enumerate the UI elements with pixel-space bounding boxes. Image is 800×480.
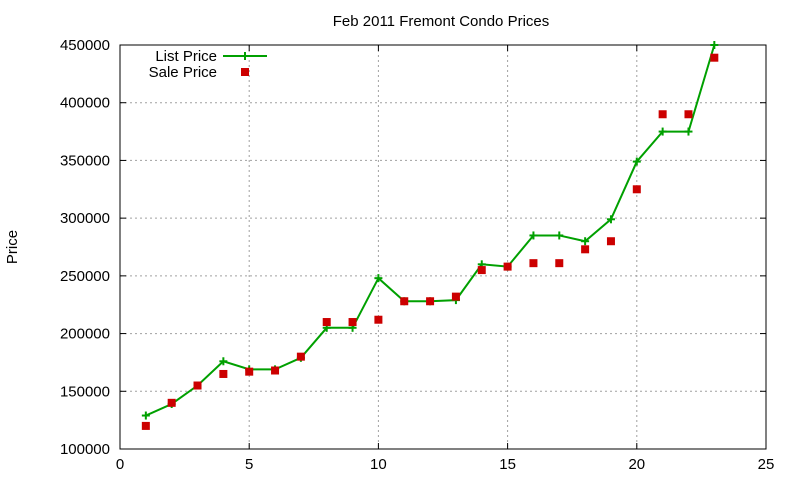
legend-label-sale-price: Sale Price — [149, 64, 217, 81]
legend-label-list-price: List Price — [155, 48, 217, 65]
axes: 0 5 10 15 20 25 100000 150000 200000 250000 300000… — [60, 37, 774, 473]
sale-price-point — [322, 318, 331, 327]
list-price-point — [658, 127, 667, 136]
sale-price-point — [167, 398, 176, 407]
sale-price-point — [141, 421, 150, 430]
y-tick-label: 300000 — [60, 210, 110, 227]
chart-title: Feb 2011 Fremont Condo Prices — [333, 13, 550, 30]
x-tick-label: 0 — [116, 456, 124, 473]
sale-price-point — [245, 367, 254, 376]
sale-price-point — [555, 259, 564, 268]
list-price-point — [529, 231, 538, 240]
y-tick-label: 200000 — [60, 326, 110, 343]
x-tick-label: 20 — [628, 456, 645, 473]
sale-price-point — [219, 369, 228, 378]
sale-price-point — [193, 381, 202, 390]
y-tick-label: 400000 — [60, 95, 110, 112]
x-tick-label: 10 — [370, 456, 387, 473]
list-price-point — [219, 357, 228, 366]
grid — [120, 45, 766, 449]
y-tick-label: 250000 — [60, 268, 110, 285]
list-price-point — [141, 411, 150, 420]
sale-price-point — [426, 297, 435, 306]
sale-price-point — [348, 318, 357, 327]
sale-price-point — [400, 297, 409, 306]
series-layer — [141, 41, 719, 430]
sale-price-point — [658, 110, 667, 119]
sale-price-point — [606, 237, 615, 246]
x-tick-label: 5 — [245, 456, 253, 473]
list-price-point — [632, 157, 641, 166]
sale-price-point — [296, 352, 305, 361]
y-tick-label: 350000 — [60, 152, 110, 169]
y-tick-label: 450000 — [60, 37, 110, 54]
sale-price-point — [477, 266, 486, 275]
sale-price-point — [632, 185, 641, 194]
list-price-point — [581, 237, 590, 246]
sale-price-point — [529, 259, 538, 268]
sale-price-point — [710, 53, 719, 62]
list-price-point — [710, 41, 719, 49]
x-tick-label: 25 — [758, 456, 775, 473]
list-price-line — [145, 44, 716, 417]
y-axis-label: Price — [4, 230, 21, 264]
list-price-point — [684, 127, 693, 136]
plot-frame — [119, 44, 767, 450]
sale-price-point — [684, 110, 693, 119]
x-tick-label: 15 — [499, 456, 516, 473]
list-price-point — [374, 274, 383, 283]
legend-swatch-sale-price — [241, 68, 249, 76]
sale-price-point — [581, 245, 590, 254]
sale-price-point — [503, 262, 512, 271]
list-price-point — [606, 215, 615, 224]
sale-price-point — [374, 315, 383, 324]
list-price-point — [555, 231, 564, 240]
sale-price-point — [271, 366, 280, 375]
sale-price-point — [451, 292, 460, 301]
y-tick-label: 100000 — [60, 441, 110, 458]
y-tick-label: 150000 — [60, 383, 110, 400]
